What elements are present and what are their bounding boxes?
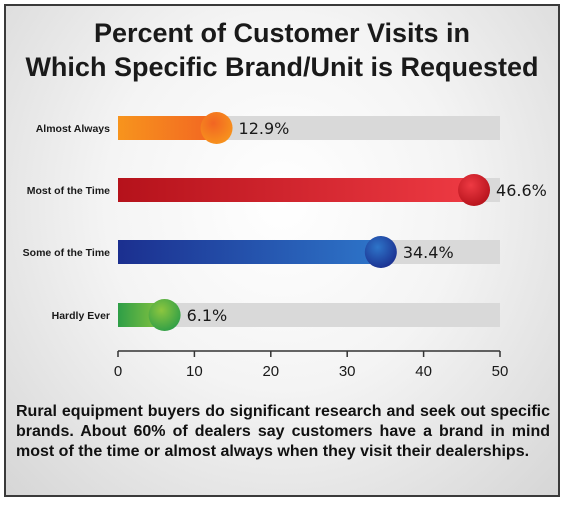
category-label: Some of the Time — [23, 247, 110, 259]
x-tick-label: 40 — [415, 363, 432, 380]
bar-some-of-the-time — [118, 240, 381, 264]
category-label: Hardly Ever — [52, 310, 110, 322]
x-tick-label: 30 — [339, 363, 356, 380]
category-label: Most of the Time — [27, 185, 110, 197]
chart-frame: Percent of Customer Visits in Which Spec… — [4, 4, 560, 497]
x-tick-label: 20 — [262, 363, 279, 380]
bar-end-marker — [148, 299, 181, 331]
category-label: Almost Always — [36, 123, 110, 135]
x-tick-label: 50 — [492, 363, 509, 380]
chart-footnote: Rural equipment buyers do significant re… — [16, 403, 550, 460]
bar-almost-always — [118, 116, 217, 140]
x-tick-label: 0 — [114, 363, 122, 380]
bar-end-marker — [458, 174, 491, 206]
bar-end-marker — [200, 112, 233, 144]
data-label: 46.6% — [496, 181, 547, 200]
data-label: 6.1% — [187, 306, 228, 325]
bar-most-of-the-time — [118, 178, 475, 202]
chart-title-line-2: Which Specific Brand/Unit is Requested — [25, 52, 539, 82]
data-label: 12.9% — [239, 119, 290, 138]
data-label: 34.4% — [403, 243, 454, 262]
x-tick-label: 10 — [186, 363, 203, 380]
bar-track — [118, 303, 500, 327]
bar-chart: Almost Always 12.9% Most of the Time 46.6% S… — [23, 112, 547, 380]
bar-end-marker — [364, 236, 397, 268]
chart-title-line-1: Percent of Customer Visits in — [93, 18, 471, 48]
